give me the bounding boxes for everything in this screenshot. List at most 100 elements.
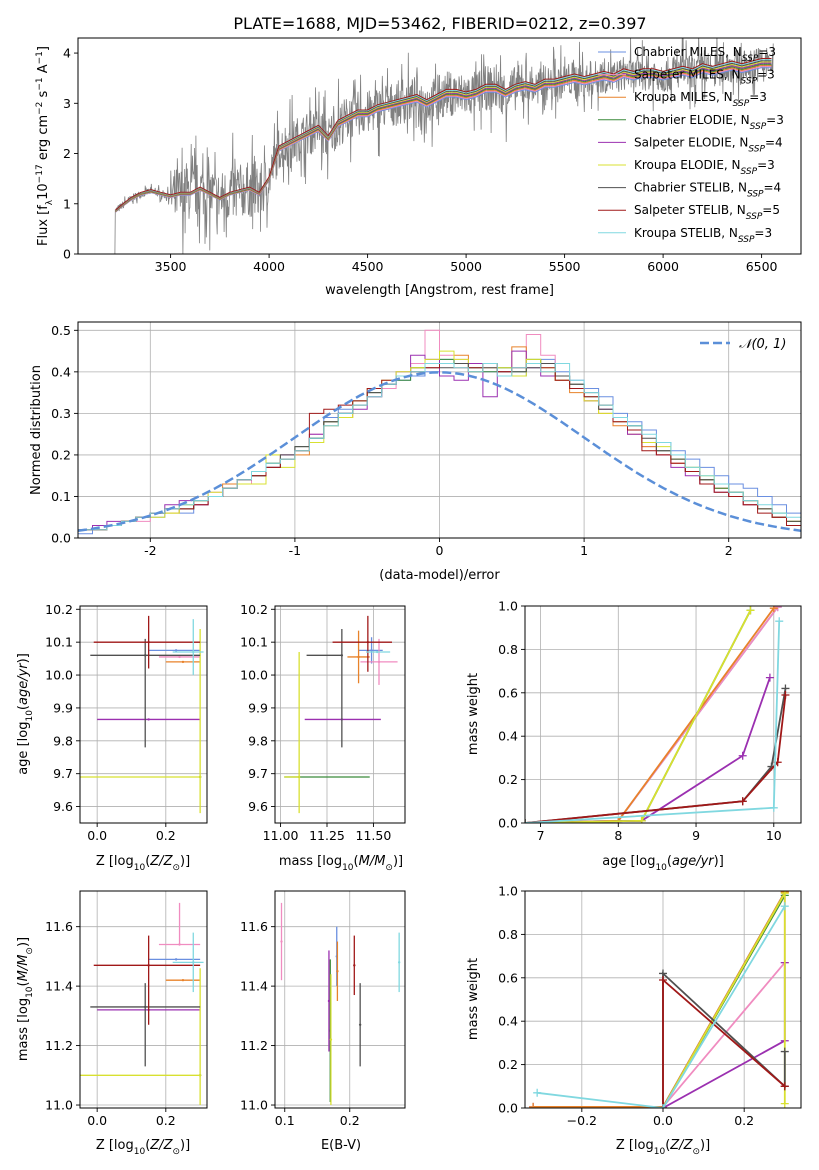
legend-entry: Salpeter MILES, NSSP=3 bbox=[634, 68, 775, 87]
y-tick-label: 11.2 bbox=[45, 1038, 73, 1053]
label-part: Z/Z bbox=[149, 1138, 173, 1153]
y-tick-label: 0.6 bbox=[498, 970, 518, 985]
plot-area bbox=[525, 606, 790, 823]
data-point bbox=[178, 655, 181, 659]
label-part: ( bbox=[145, 854, 150, 869]
y-tick-label: 3 bbox=[63, 96, 71, 111]
y-tick-label: 9.7 bbox=[248, 766, 268, 781]
y-tick-label: 0.0 bbox=[498, 816, 518, 831]
data-point bbox=[174, 649, 178, 652]
data-point bbox=[280, 940, 283, 943]
cumulative-marker bbox=[780, 1099, 789, 1108]
x-tick-label: 6000 bbox=[647, 259, 679, 274]
label-part: Salpeter MILES, N bbox=[634, 68, 741, 82]
cumulative-line bbox=[662, 971, 786, 1108]
axes-frame bbox=[524, 890, 802, 1109]
chart-spectrum: 3500 4000 4500 5000 5500 6000 6500 0 1 2 3 4 Chabrie… bbox=[35, 37, 802, 298]
label-part: ] bbox=[36, 46, 51, 51]
label-part: ⊙ bbox=[385, 863, 393, 873]
legend-entry: Salpeter STELIB, NSSP=5 bbox=[634, 203, 780, 222]
chart-residuals: -2 -1 0 1 2 0.0 0.1 0.2 0.3 0.4 0.5 𝒩(0, 1) (data-mo… bbox=[29, 321, 802, 583]
label-part: SSP bbox=[738, 235, 755, 245]
x-tick-label: 6500 bbox=[746, 259, 778, 274]
y-tick-label: 0.2 bbox=[498, 1057, 518, 1072]
x-tick-label: 0.0 bbox=[87, 828, 107, 843]
cumulative-marker bbox=[775, 617, 784, 626]
label-part: λ bbox=[45, 199, 55, 205]
cumulative-marker bbox=[780, 1047, 789, 1056]
label-part: erg cm bbox=[36, 115, 51, 164]
chart-age_vs_mass: 11.00 11.25 11.50 9.6 9.7 9.8 9.9 10.0 10.1 10.2 m… bbox=[240, 602, 406, 873]
label-part: )] bbox=[180, 1138, 190, 1153]
y-tick-label: 11.2 bbox=[240, 1038, 268, 1053]
label-part: age/yr bbox=[672, 854, 715, 869]
data-point bbox=[174, 958, 178, 961]
y-tick-label: 10.2 bbox=[45, 602, 73, 617]
x-tick-label: 5500 bbox=[549, 259, 581, 274]
y-axis-label: Normed distribution bbox=[29, 365, 44, 495]
y-tick-label: 9.9 bbox=[248, 700, 268, 715]
data-point bbox=[297, 775, 301, 779]
label-part: 10 bbox=[655, 863, 667, 873]
x-tick-label: 11.25 bbox=[309, 828, 345, 843]
y-tick-label: 0.3 bbox=[51, 406, 71, 421]
label-part: Z/Z bbox=[669, 1138, 693, 1153]
data-point bbox=[375, 650, 379, 654]
label-part: )] bbox=[393, 854, 403, 869]
label-part: =3 bbox=[758, 45, 776, 59]
axes-frame bbox=[77, 37, 802, 255]
x-axis-label: E(B-V) bbox=[321, 1138, 361, 1153]
chart-mass_vs_Z: 0.0 0.211.011.211.411.6Z [log10(Z/Z⊙)]mas… bbox=[16, 890, 208, 1157]
gaussian-curve bbox=[78, 371, 801, 532]
data-point bbox=[147, 964, 150, 967]
x-tick-label: 0.2 bbox=[156, 1113, 176, 1128]
x-tick-label: 0.2 bbox=[156, 828, 176, 843]
y-tick-label: 9.8 bbox=[53, 733, 73, 748]
data-point bbox=[377, 660, 381, 664]
data-point bbox=[147, 718, 150, 721]
label-part: mass [log bbox=[279, 854, 342, 869]
label-part: 10 bbox=[36, 183, 51, 200]
label-part: 10 bbox=[25, 986, 35, 998]
y-axis-label: Flux [fλ10−17 erg cm−2 s−1 A−1] bbox=[35, 46, 55, 246]
axes-frame bbox=[274, 605, 406, 824]
y-axis-label: mass weight bbox=[466, 673, 481, 755]
model-spectrum bbox=[115, 58, 772, 211]
cumulative-marker bbox=[769, 803, 778, 812]
label-part: −1 bbox=[35, 51, 45, 64]
y-tick-label: 0.8 bbox=[498, 927, 518, 942]
axes-frame bbox=[274, 890, 406, 1109]
x-tick-label: -2 bbox=[144, 543, 156, 558]
y-tick-label: 0.5 bbox=[51, 323, 71, 338]
label-part: Z [log bbox=[96, 1138, 134, 1153]
charts-container: 3500 4000 4500 5000 5500 6000 6500 0 1 2 3 4 Chabrie… bbox=[16, 37, 802, 1157]
y-tick-label: 11.0 bbox=[240, 1098, 268, 1113]
cumulative-marker bbox=[773, 606, 782, 612]
y-tick-label: 10.2 bbox=[240, 602, 268, 617]
label-part: )] bbox=[180, 854, 190, 869]
x-tick-label: -1 bbox=[289, 543, 301, 558]
y-tick-label: 1.0 bbox=[498, 599, 518, 614]
cumulative-marker bbox=[529, 1102, 538, 1108]
x-axis-label: Z [log10(Z/Z⊙)] bbox=[96, 1138, 190, 1157]
x-tick-label: 11.50 bbox=[356, 828, 392, 843]
y-tick-label: 10.0 bbox=[45, 668, 73, 683]
data-point bbox=[181, 978, 185, 982]
axes-frame bbox=[524, 605, 802, 824]
label-part: )] bbox=[16, 937, 31, 947]
plot-area bbox=[78, 329, 801, 535]
label-part: =3 bbox=[766, 113, 784, 127]
y-tick-label: 2 bbox=[63, 146, 71, 161]
data-point bbox=[329, 1038, 333, 1041]
label-part: M/M bbox=[16, 955, 31, 982]
data-point bbox=[198, 775, 202, 779]
y-tick-label: 0.0 bbox=[498, 1101, 518, 1116]
label-part: Chabrier STELIB, N bbox=[634, 181, 747, 195]
x-axis-label: Z [log10(Z/Z⊙)] bbox=[96, 854, 190, 873]
label-part: 10 bbox=[654, 1147, 666, 1157]
plot-area bbox=[80, 615, 204, 814]
x-tick-label: 4500 bbox=[352, 259, 384, 274]
y-tick-label: 0.0 bbox=[51, 531, 71, 546]
label-part: 10 bbox=[25, 710, 35, 722]
